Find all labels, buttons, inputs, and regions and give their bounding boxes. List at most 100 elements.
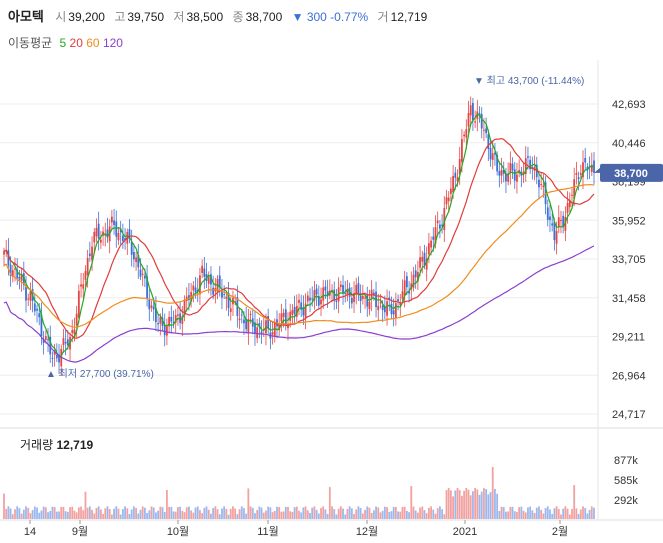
candle-body: [287, 324, 289, 329]
candle-body: [113, 220, 115, 226]
x-tick-label: 14: [24, 526, 36, 538]
candle-body: [201, 265, 204, 273]
volume-bar: [322, 506, 325, 519]
volume-bar: [49, 510, 52, 519]
candle-body: [425, 258, 428, 270]
candle-body: [181, 316, 184, 324]
volume-bar: [117, 508, 120, 519]
volume-bar: [390, 511, 393, 519]
volume-bar: [544, 507, 547, 519]
candle-body: [447, 197, 450, 202]
ma20-legend[interactable]: 20: [69, 36, 83, 50]
volume-bar: [166, 490, 168, 519]
candle-body: [498, 171, 501, 176]
volume-bar: [377, 507, 380, 519]
candle-body: [247, 318, 250, 334]
candle-body: [207, 277, 210, 284]
candle-body: [315, 288, 318, 295]
volume-bar: [542, 513, 545, 519]
candle-body: [531, 166, 534, 169]
volume-bar: [93, 513, 96, 519]
candle-body: [22, 273, 25, 286]
volume-bar: [361, 513, 364, 519]
price-tick-label: 24,717: [612, 409, 646, 421]
volume-bar: [386, 507, 388, 519]
volume-bar: [150, 506, 153, 519]
candle-body: [461, 139, 463, 162]
candle-body: [500, 169, 503, 176]
candle-body: [311, 298, 314, 300]
volume-bar: [425, 513, 428, 519]
ma120-legend[interactable]: 120: [102, 36, 123, 50]
volume-bar: [467, 489, 470, 519]
volume-bar: [73, 510, 76, 519]
volume-bar: [584, 507, 587, 519]
volume-bar: [383, 506, 386, 519]
volume-bar: [443, 514, 446, 519]
candle-body: [309, 297, 311, 301]
volume-bar: [355, 509, 358, 519]
volume-bar: [412, 506, 415, 519]
volume-bar: [339, 506, 342, 519]
volume-bar: [88, 506, 91, 519]
change-value: ▼ 300 -0.77%: [291, 10, 369, 24]
volume-bar: [298, 510, 300, 519]
candle-body: [267, 316, 270, 329]
candle-body: [155, 308, 157, 323]
volume-bar: [487, 494, 490, 519]
volume-bar: [51, 506, 54, 519]
high-value: 39,750: [127, 10, 165, 24]
volume-bar: [381, 510, 384, 519]
volume-bar: [216, 509, 219, 519]
candle-body: [491, 153, 494, 161]
volume-bar: [159, 506, 162, 519]
volume-bar: [62, 506, 65, 519]
candle-body: [97, 223, 100, 239]
candle-body: [159, 317, 162, 324]
volume-bar: [472, 491, 474, 519]
volume-bar: [527, 507, 529, 519]
candle-body: [163, 325, 166, 336]
candle-body: [183, 299, 186, 316]
candle-body: [562, 215, 565, 227]
price-tick-label: 29,211: [612, 332, 645, 344]
current-price-label: 38,700: [614, 168, 648, 180]
candle-body: [157, 323, 160, 325]
candle-body: [265, 320, 267, 334]
candle-body: [62, 338, 65, 346]
candle-body: [590, 164, 593, 172]
candle-body: [383, 306, 386, 313]
volume-bar: [258, 506, 261, 519]
candle-body: [403, 280, 406, 296]
ma5-legend[interactable]: 5: [59, 36, 67, 50]
volume-bar: [346, 509, 349, 519]
volume-bar: [368, 507, 371, 519]
volume-bar: [234, 508, 237, 519]
volume-bar: [77, 507, 80, 519]
candle-body: [364, 297, 366, 299]
candle-body: [166, 326, 168, 336]
candle-body: [99, 239, 102, 243]
candle-body: [560, 219, 562, 222]
candle-body: [298, 299, 300, 304]
open-label: 시: [55, 10, 67, 24]
volume-bar: [132, 506, 135, 519]
volume-bar: [163, 511, 166, 519]
x-tick-label: 2월: [552, 525, 568, 538]
ma60-legend[interactable]: 60: [86, 36, 100, 50]
candle-body: [408, 291, 410, 294]
candle-body: [326, 291, 329, 297]
volume-bar: [502, 507, 505, 519]
volume-bar: [172, 511, 175, 519]
candle-body: [119, 229, 122, 233]
candle-body: [377, 305, 380, 311]
volume-bar: [518, 507, 521, 519]
price-tick-label: 40,446: [612, 138, 646, 150]
volume-bar: [29, 513, 32, 519]
ma5-line: [3, 113, 595, 358]
candle-body: [3, 251, 5, 255]
volume-bar: [577, 513, 580, 519]
volume-tick-label: 292k: [614, 495, 638, 507]
candle-body: [366, 295, 369, 307]
